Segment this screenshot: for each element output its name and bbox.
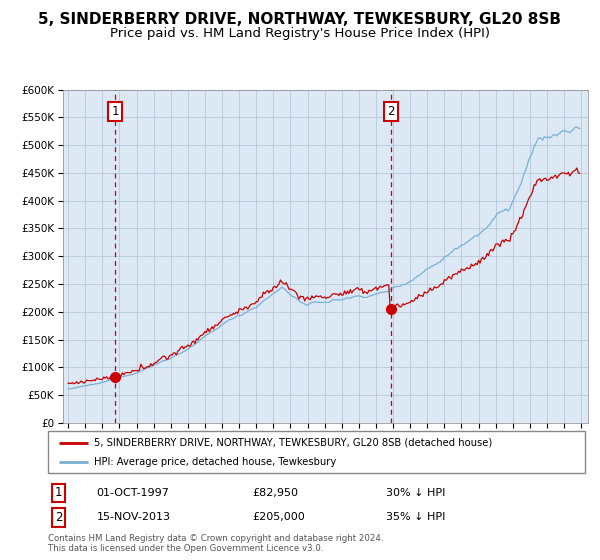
Text: 2: 2 — [55, 511, 62, 524]
Text: 30% ↓ HPI: 30% ↓ HPI — [386, 488, 446, 498]
FancyBboxPatch shape — [48, 431, 585, 473]
Text: 1: 1 — [55, 487, 62, 500]
Text: 5, SINDERBERRY DRIVE, NORTHWAY, TEWKESBURY, GL20 8SB: 5, SINDERBERRY DRIVE, NORTHWAY, TEWKESBU… — [38, 12, 562, 27]
Text: 2: 2 — [387, 105, 395, 118]
Text: HPI: Average price, detached house, Tewkesbury: HPI: Average price, detached house, Tewk… — [94, 457, 336, 467]
Text: 01-OCT-1997: 01-OCT-1997 — [97, 488, 169, 498]
Text: £82,950: £82,950 — [252, 488, 298, 498]
Text: 5, SINDERBERRY DRIVE, NORTHWAY, TEWKESBURY, GL20 8SB (detached house): 5, SINDERBERRY DRIVE, NORTHWAY, TEWKESBU… — [94, 437, 492, 447]
Text: Contains HM Land Registry data © Crown copyright and database right 2024.
This d: Contains HM Land Registry data © Crown c… — [48, 534, 383, 553]
Text: 35% ↓ HPI: 35% ↓ HPI — [386, 512, 446, 522]
Text: 1: 1 — [112, 105, 119, 118]
Text: Price paid vs. HM Land Registry's House Price Index (HPI): Price paid vs. HM Land Registry's House … — [110, 27, 490, 40]
Text: £205,000: £205,000 — [252, 512, 305, 522]
Text: 15-NOV-2013: 15-NOV-2013 — [97, 512, 170, 522]
